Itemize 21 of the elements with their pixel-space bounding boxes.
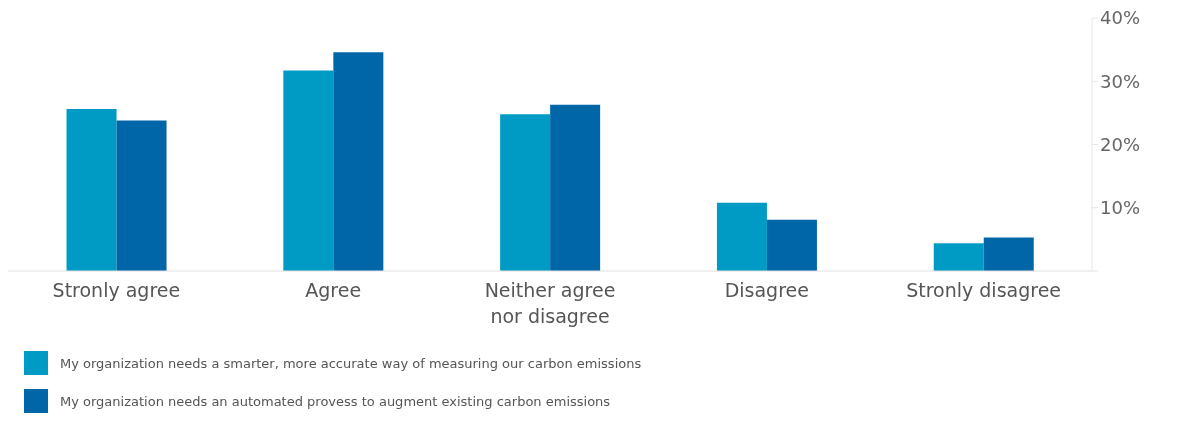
bar [283, 70, 334, 271]
bar [333, 52, 384, 271]
y-tick-label: 40% [1100, 7, 1141, 29]
x-tick-label: Neither agree nor disagree [484, 279, 616, 327]
y-tick-label: 10% [1100, 197, 1141, 219]
y-tick-label: 30% [1100, 70, 1141, 92]
bar [716, 202, 767, 271]
bar [983, 237, 1034, 271]
x-tick-label: Agree [305, 279, 362, 301]
x-tick-label: Stronly disagree [906, 279, 1062, 301]
legend-label: My organization needs an automated provess to augment existing carbon emissions [60, 393, 611, 409]
bar [766, 219, 817, 271]
y-tick-label: 20% [1100, 133, 1141, 155]
bar [116, 120, 167, 271]
x-tick-label: Stronly agree [52, 279, 181, 301]
x-tick-label: Disagree [724, 279, 809, 301]
legend-label: My organization needs a smarter, more accurate way of measuring our carbon emissions [60, 355, 642, 371]
bar [933, 243, 984, 271]
bar [550, 104, 601, 271]
bar [66, 109, 117, 271]
bar [500, 114, 551, 271]
